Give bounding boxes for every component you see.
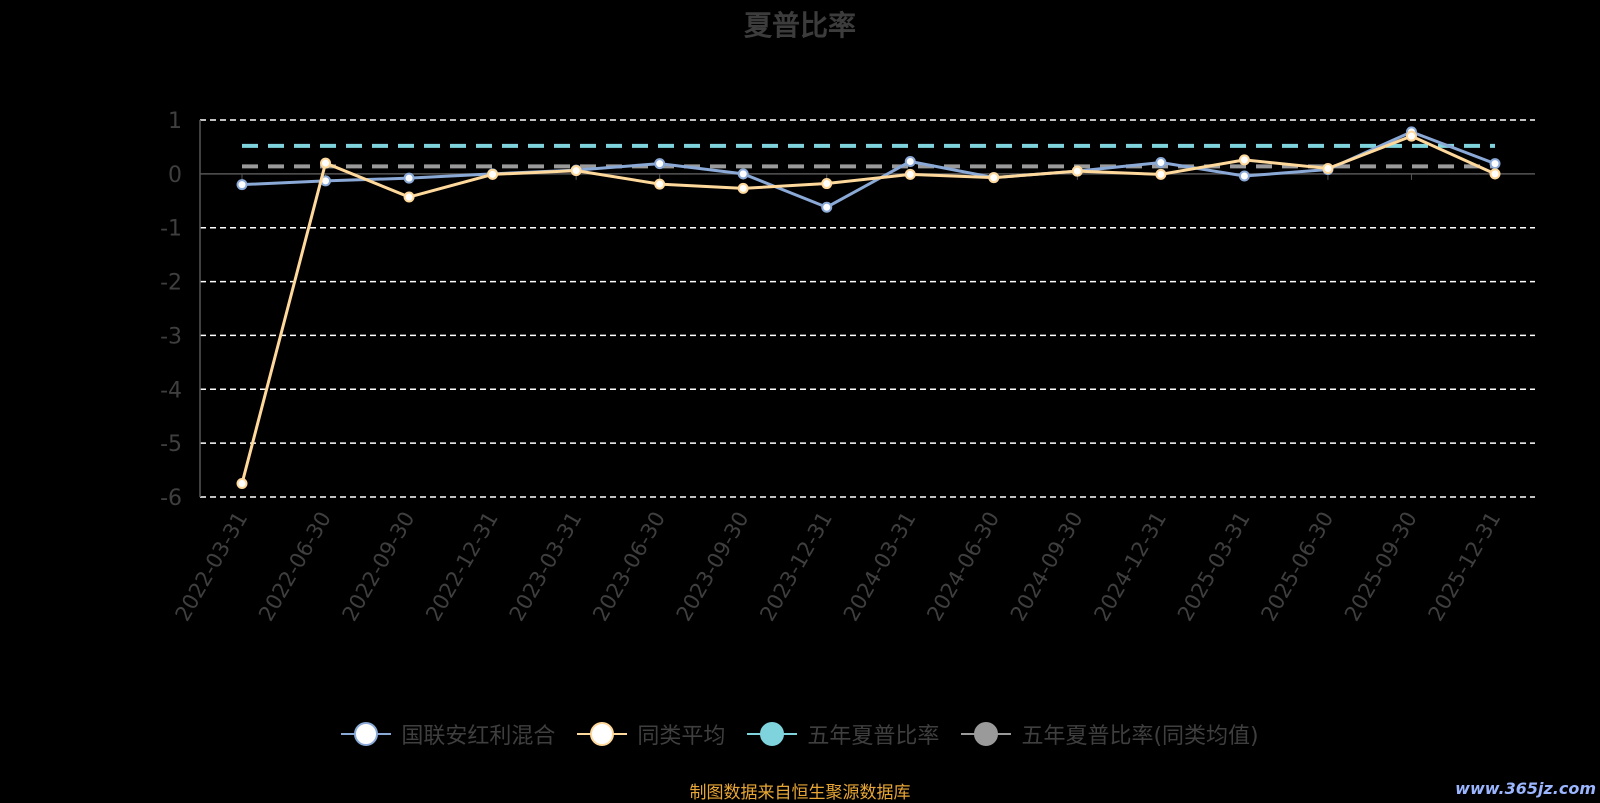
legend-label: 同类平均 — [637, 724, 726, 749]
data-point — [403, 191, 415, 203]
legend: 国联安红利混合 同类平均 五年夏普比率 五年夏普比率(同类均值) — [0, 718, 1600, 750]
y-tick-label: -1 — [160, 217, 182, 242]
data-point — [821, 201, 833, 213]
data-point — [1238, 170, 1250, 182]
y-tick-label: 1 — [168, 109, 182, 134]
y-tick-label: 0 — [168, 163, 182, 188]
x-tick-label: 2025-03-31 — [1173, 508, 1255, 626]
y-tick-label: -5 — [160, 432, 182, 457]
data-point — [904, 155, 916, 167]
data-point — [1322, 162, 1334, 174]
x-tick-label: 2022-03-31 — [171, 508, 253, 626]
data-point — [1405, 130, 1417, 142]
data-point — [1489, 168, 1501, 180]
legend-item[interactable]: 同类平均 — [577, 718, 725, 750]
series-line — [240, 134, 1496, 484]
x-tick-label: 2024-06-30 — [922, 508, 1004, 626]
grid-layer — [200, 119, 1535, 498]
data-point — [403, 172, 415, 184]
x-tick-label: 2022-06-30 — [254, 508, 336, 626]
data-point — [654, 178, 666, 190]
chart-title: 夏普比率 — [743, 9, 856, 42]
legend-label: 国联安红利混合 — [401, 724, 556, 749]
x-tick-label: 2022-12-31 — [421, 507, 503, 625]
legend-label: 五年夏普比率 — [807, 724, 940, 749]
data-point — [1071, 165, 1083, 177]
legend-label: 五年夏普比率(同类均值) — [1021, 724, 1259, 749]
data-point — [1155, 168, 1167, 180]
x-tick-label: 2024-09-30 — [1006, 508, 1088, 626]
data-point — [1155, 157, 1167, 169]
legend-item[interactable]: 五年夏普比率 — [747, 718, 939, 750]
legend-marker-icon — [747, 722, 798, 746]
reference-lines — [242, 143, 1495, 169]
data-point — [1238, 154, 1250, 166]
data-point — [236, 179, 248, 191]
x-tick-label: 2024-03-31 — [839, 507, 921, 625]
x-tick-label: 2024-12-31 — [1089, 508, 1171, 626]
series-line — [241, 130, 1496, 209]
x-tick-label: 2025-06-30 — [1256, 508, 1338, 626]
series-layer — [236, 126, 1501, 490]
x-tick-label: 2023-03-31 — [505, 508, 587, 626]
x-tick-label: 2025-09-30 — [1340, 508, 1422, 626]
legend-marker-icon — [341, 722, 392, 746]
legend-item[interactable]: 五年夏普比率(同类均值) — [961, 718, 1259, 750]
legend-marker-icon — [961, 722, 1012, 746]
y-tick-label: -2 — [160, 271, 182, 296]
data-point — [320, 157, 332, 169]
data-point — [821, 178, 833, 190]
y-tick-label: -4 — [160, 378, 182, 403]
source-note: 制图数据来自恒生聚源数据库 — [689, 783, 911, 803]
x-tick-label: 2023-06-30 — [588, 508, 670, 626]
legend-marker-icon — [577, 722, 628, 746]
x-tick-label: 2023-09-30 — [672, 508, 754, 626]
data-point — [487, 168, 499, 180]
y-tick-label: -6 — [160, 486, 182, 511]
data-point — [1489, 158, 1501, 170]
data-point — [737, 168, 749, 180]
x-tick-label: 2025-12-31 — [1424, 508, 1506, 626]
x-tick-label: 2023-12-31 — [755, 508, 837, 626]
y-tick-label: -3 — [160, 324, 182, 349]
data-point — [904, 168, 916, 180]
data-point — [988, 172, 1000, 184]
data-point — [737, 182, 749, 194]
data-point — [570, 165, 582, 177]
data-point — [654, 158, 666, 170]
watermark: www.365jz.com — [1455, 779, 1596, 798]
data-point — [236, 478, 248, 490]
legend-item[interactable]: 国联安红利混合 — [341, 718, 555, 750]
x-tick-label: 2022-09-30 — [338, 507, 420, 625]
